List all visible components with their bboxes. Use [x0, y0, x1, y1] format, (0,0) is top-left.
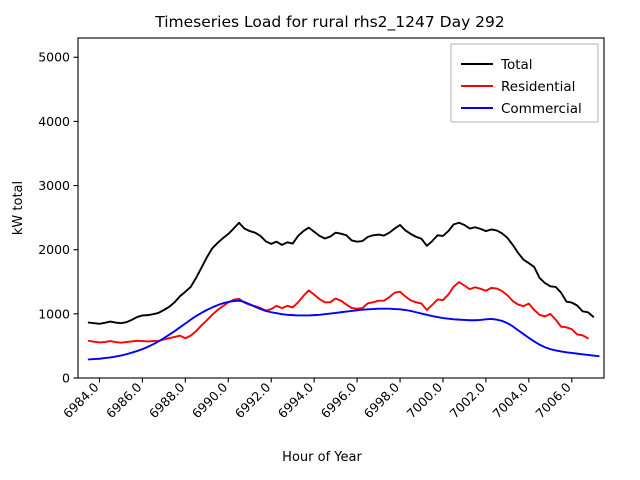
y-tick-label: 5000 — [38, 50, 70, 65]
legend-label-total: Total — [500, 57, 533, 73]
y-tick-label: 4000 — [38, 114, 70, 129]
series-line-residential — [87, 281, 589, 344]
legend-label-residential: Residential — [501, 79, 575, 95]
y-tick-label: 2000 — [38, 242, 70, 257]
series-lines — [87, 221, 600, 361]
series-line-commercial — [87, 299, 600, 361]
chart-title: Timeseries Load for rural rhs2_1247 Day … — [154, 13, 505, 32]
y-axis-ticks: 0 1000 2000 3000 4000 5000 — [38, 50, 78, 386]
x-axis-label: Hour of Year — [282, 450, 362, 465]
y-tick-label: 0 — [62, 371, 70, 386]
y-tick-label: 3000 — [38, 178, 70, 193]
legend-label-commercial: Commercial — [501, 101, 582, 117]
plot-area-frame — [77, 37, 605, 379]
y-axis-label: kW total — [11, 181, 26, 235]
chart-legend: Total Residential Commercial — [450, 43, 599, 123]
series-line-total — [87, 221, 595, 325]
y-tick-label: 1000 — [38, 306, 70, 321]
